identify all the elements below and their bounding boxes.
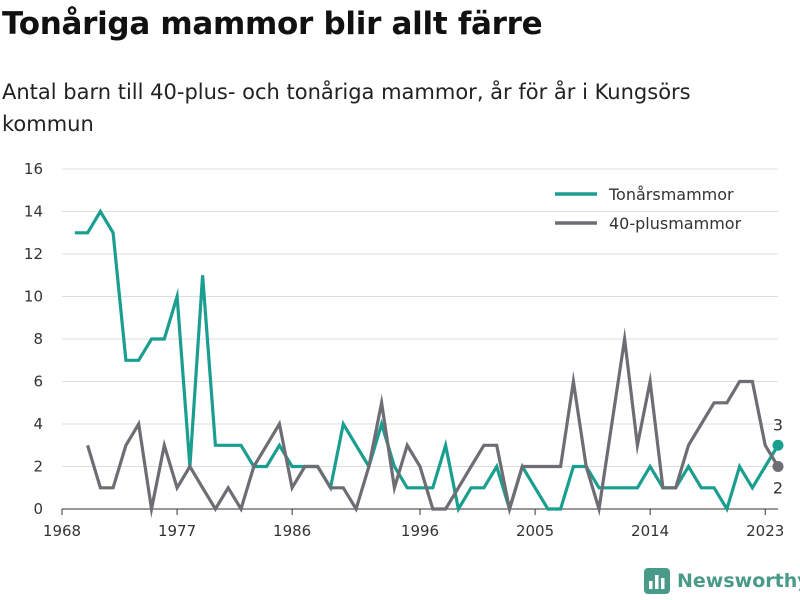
end-value-label: 2 (773, 479, 783, 498)
axes: 0 2 4 6 8 10 12 14 16 1968 1977 1986 1996 2005 2014 202… (24, 160, 784, 540)
x-tick-label: 1977 (158, 522, 196, 540)
x-tick-label: 2014 (631, 522, 669, 540)
x-tick-label: 1986 (273, 522, 311, 540)
y-tick-label: 4 (33, 415, 43, 433)
brand-name: Newsworthy (677, 570, 800, 592)
end-value-label: 3 (773, 415, 783, 434)
chart-subtitle: Antal barn till 40-plus- och tonåriga ma… (2, 80, 691, 136)
x-tick-label: 1968 (43, 522, 81, 540)
y-tick-label: 8 (33, 330, 43, 348)
y-tick-label: 10 (24, 288, 43, 306)
series-line-40-plusmammor (86, 327, 780, 519)
bar-chart-logo-icon (644, 568, 670, 594)
x-tick-label: 2023 (746, 522, 784, 540)
legend-label: Tonårsmammor (608, 185, 734, 204)
y-tick-label: 12 (24, 245, 43, 263)
x-tick-label: 1996 (401, 522, 439, 540)
legend: Tonårsmammor 40-plusmammor (555, 185, 742, 233)
x-tick-label: 2005 (516, 522, 554, 540)
end-point-marker (772, 439, 784, 451)
newsworthy-logo: Newsworthy (644, 568, 800, 594)
grid-lines (62, 168, 778, 467)
end-labels: 32 (772, 415, 784, 498)
chart-title: Tonåriga mammor blir allt färre (2, 6, 543, 42)
end-point-marker (772, 461, 784, 472)
y-tick-label: 0 (33, 500, 43, 518)
y-tick-label: 2 (33, 458, 43, 476)
series-lines (74, 208, 780, 519)
series-line-tonarsmammor (74, 208, 780, 515)
y-tick-label: 16 (24, 160, 43, 178)
y-tick-label: 6 (33, 373, 43, 391)
legend-label: 40-plusmammor (609, 214, 742, 233)
y-tick-label: 14 (24, 203, 43, 221)
